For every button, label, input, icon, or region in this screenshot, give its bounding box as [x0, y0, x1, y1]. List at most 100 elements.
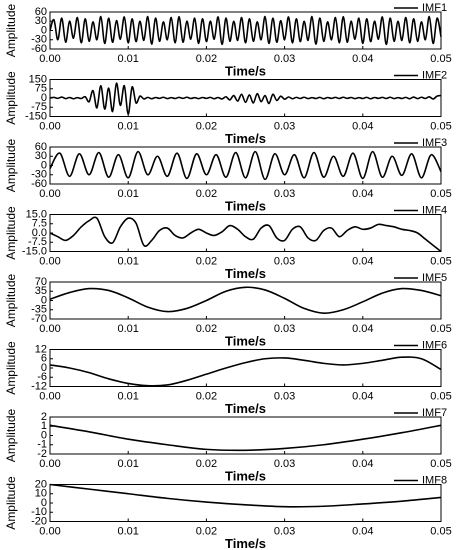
signal-line	[49, 82, 442, 115]
x-tick-label: 0.04	[352, 323, 373, 335]
y-tick-label: 30	[35, 15, 47, 27]
x-tick-label: 0.04	[352, 188, 373, 200]
y-tick-label: 60	[35, 6, 47, 18]
y-tick-label: -7.5	[28, 236, 47, 248]
y-tick-label: -60	[31, 43, 47, 55]
x-tick-label: 0.02	[196, 120, 217, 132]
x-tick-label: 0.02	[196, 188, 217, 200]
x-axis-label: Time/s	[225, 266, 266, 281]
y-axis-label: Amplitude	[4, 274, 18, 328]
x-tick-label: 0.00	[39, 458, 60, 470]
x-axis-label: Time/s	[225, 333, 266, 348]
x-tick-label: 0.05	[430, 525, 451, 537]
x-tick-label: 0.04	[352, 255, 373, 267]
x-tick-label: 0.04	[352, 120, 373, 132]
x-tick-label: 0.02	[196, 525, 217, 537]
x-axis-label: Time/s	[225, 131, 266, 146]
y-tick-label: 0	[41, 24, 47, 36]
x-tick-label: 0.01	[117, 188, 138, 200]
x-tick-label: 0.05	[430, 458, 451, 470]
y-tick-label: 0	[41, 159, 47, 171]
x-axis-label: Time/s	[225, 468, 266, 483]
y-axis-label: Amplitude	[4, 139, 18, 193]
x-tick-label: 0.04	[352, 390, 373, 402]
x-tick-label: 0.02	[196, 53, 217, 65]
x-tick-label: 0.02	[196, 390, 217, 402]
y-tick-label: -1	[37, 439, 47, 451]
y-axis-label: Amplitude	[4, 341, 18, 395]
x-tick-label: 0.01	[117, 458, 138, 470]
x-tick-label: 0.02	[196, 323, 217, 335]
y-tick-label: 10	[35, 488, 47, 500]
y-tick-label: -70	[31, 313, 47, 325]
y-tick-label: 6	[41, 353, 47, 365]
x-tick-label: 0.03	[274, 525, 295, 537]
signal-line	[49, 483, 442, 508]
y-tick-label: 0	[41, 429, 47, 441]
legend-label: IMF8	[422, 474, 447, 486]
x-tick-label: 0.00	[39, 323, 60, 335]
x-tick-label: 0.02	[196, 458, 217, 470]
legend-label: IMF1	[422, 2, 447, 14]
y-tick-label: -20	[31, 515, 47, 527]
y-tick-label: -35	[31, 304, 47, 316]
y-tick-label: -2	[37, 448, 47, 460]
y-tick-label: 0	[41, 362, 47, 374]
x-tick-label: 0.03	[274, 120, 295, 132]
x-tick-label: 0.03	[274, 458, 295, 470]
y-tick-label: 60	[35, 141, 47, 153]
y-tick-label: 0.0	[32, 227, 47, 239]
signal-line	[49, 286, 442, 314]
legend-label: IMF3	[422, 137, 447, 149]
x-tick-label: 0.01	[117, 120, 138, 132]
y-tick-label: 150	[29, 73, 47, 85]
x-tick-label: 0.00	[39, 255, 60, 267]
y-tick-label: 0	[41, 497, 47, 509]
x-tick-label: 0.05	[430, 53, 451, 65]
y-tick-label: 75	[35, 83, 47, 95]
y-tick-label: 7.5	[32, 218, 47, 230]
y-tick-label: -6	[37, 371, 47, 383]
x-tick-label: 0.00	[39, 525, 60, 537]
legend-label: IMF4	[422, 204, 447, 216]
x-tick-label: 0.04	[352, 458, 373, 470]
y-tick-label: -15.0	[22, 245, 47, 257]
x-tick-label: 0.00	[39, 53, 60, 65]
x-tick-label: 0.03	[274, 390, 295, 402]
legend-label: IMF2	[422, 69, 447, 81]
y-tick-label: 35	[35, 285, 47, 297]
y-axis-label: Amplitude	[4, 409, 18, 463]
signal-line	[49, 356, 442, 387]
y-tick-label: -150	[25, 110, 47, 122]
y-tick-label: -60	[31, 178, 47, 190]
x-tick-label: 0.01	[117, 255, 138, 267]
y-tick-label: 1	[41, 420, 47, 432]
x-tick-label: 0.02	[196, 255, 217, 267]
y-tick-label: 0	[41, 92, 47, 104]
y-axis-label: Amplitude	[4, 206, 18, 260]
x-axis-label: Time/s	[225, 401, 266, 416]
y-axis-label: Amplitude	[4, 476, 18, 530]
x-tick-label: 0.01	[117, 323, 138, 335]
y-tick-label: -12	[31, 380, 47, 392]
x-tick-label: 0.03	[274, 53, 295, 65]
x-tick-label: 0.05	[430, 323, 451, 335]
y-tick-label: 20	[35, 478, 47, 490]
x-tick-label: 0.00	[39, 188, 60, 200]
y-tick-label: -30	[31, 169, 47, 181]
x-tick-label: 0.01	[117, 390, 138, 402]
x-axis-label: Time/s	[225, 63, 266, 78]
legend-label: IMF7	[422, 407, 447, 419]
y-tick-label: 12	[35, 343, 47, 355]
x-tick-label: 0.03	[274, 255, 295, 267]
x-tick-label: 0.05	[430, 120, 451, 132]
signal-line	[49, 150, 442, 181]
signal-line	[49, 216, 442, 253]
x-axis-label: Time/s	[225, 536, 266, 550]
y-tick-label: 70	[35, 276, 47, 288]
y-tick-label: 2	[41, 411, 47, 423]
x-tick-label: 0.04	[352, 525, 373, 537]
plot-frame	[49, 349, 442, 387]
y-axis-label: Amplitude	[4, 71, 18, 125]
